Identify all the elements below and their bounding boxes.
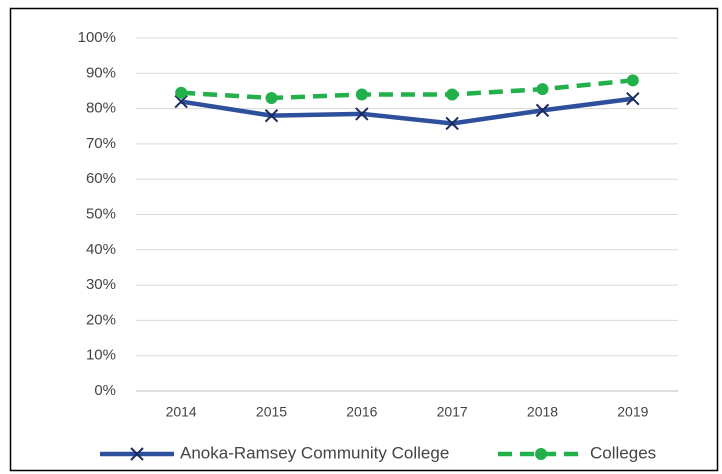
y-tick-label: 40%: [86, 241, 116, 258]
y-tick-label: 90%: [86, 64, 116, 81]
chart-border: [9, 7, 719, 472]
data-point: [264, 108, 279, 123]
y-tick-label: 60%: [86, 170, 116, 187]
y-tick-label: 30%: [86, 276, 116, 293]
y-tick-label: 20%: [86, 311, 116, 328]
data-point: [174, 94, 188, 109]
data-point: [355, 88, 368, 101]
data-point: [355, 107, 369, 121]
y-tick-label: 10%: [86, 347, 116, 364]
series-line: [180, 96, 634, 126]
y-tick-label: 70%: [86, 135, 116, 152]
x-tick-label: 2018: [527, 404, 558, 420]
data-point: [535, 103, 550, 118]
x-tick-label: 2016: [346, 404, 377, 420]
y-tick-label: 0%: [94, 382, 116, 399]
legend-label: Anoka-Ramsey Community College: [180, 443, 449, 462]
series-line: [181, 78, 634, 101]
data-point: [626, 74, 639, 87]
x-tick-label: 2017: [437, 404, 468, 420]
data-point: [626, 92, 640, 106]
data-point: [445, 116, 459, 131]
y-tick-label: 50%: [86, 205, 116, 222]
data-point: [175, 86, 188, 99]
data-point: [446, 88, 459, 101]
x-tick-label: 2019: [617, 404, 648, 420]
legend-marker: [535, 448, 547, 460]
y-tick-label: 100%: [78, 29, 116, 46]
x-tick-label: 2014: [166, 404, 197, 420]
legend-label: Colleges: [590, 443, 656, 462]
data-point: [536, 83, 549, 96]
x-tick-label: 2015: [256, 404, 287, 420]
data-point: [265, 92, 278, 105]
y-tick-label: 80%: [86, 100, 116, 117]
legend-marker: [130, 447, 144, 461]
